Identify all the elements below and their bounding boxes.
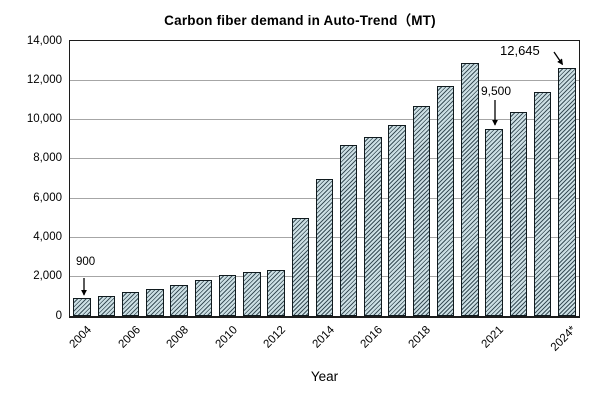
bar-2016: [364, 137, 382, 316]
bar-2018: [412, 105, 431, 316]
annotation-label-2004: 900: [76, 256, 96, 268]
x-tick-label-2004: 2004: [67, 324, 95, 351]
bar-2005: [97, 296, 116, 316]
gridline-12000: [70, 79, 579, 81]
x-tick-label-2024: 2024*: [549, 324, 579, 354]
y-tick-label-4000: 4,000: [33, 231, 62, 244]
bar-2020: [461, 62, 479, 316]
bar-2023: [533, 92, 552, 316]
bar-2014: [315, 178, 334, 316]
x-tick-label-2014: 2014: [310, 324, 337, 351]
y-tick-label-2000: 2,000: [33, 270, 62, 283]
bar-2024*: [558, 67, 576, 316]
x-tick-label-2021: 2021: [479, 324, 507, 351]
bar-2006: [121, 292, 140, 316]
gridline-10000: [70, 119, 579, 121]
bar-2008: [170, 284, 188, 316]
x-tick-label-2006: 2006: [116, 324, 143, 351]
bar-2009: [194, 279, 213, 316]
x-axis-title: Year: [310, 369, 339, 384]
x-tick-label-2008: 2008: [164, 324, 192, 351]
annotation-label-2021: 9,500: [481, 84, 512, 98]
chart-title: Carbon fiber demand in Auto-Trend（MT): [164, 13, 436, 28]
bar-2019: [436, 86, 455, 316]
x-tick-label-2018: 2018: [406, 324, 434, 351]
bar-2007: [146, 288, 164, 316]
plot-area: [69, 40, 580, 318]
x-tick-label-2016: 2016: [358, 324, 386, 351]
y-tick-label-10000: 10,000: [26, 113, 62, 126]
bar-2021: [485, 129, 503, 316]
annotation-label-2024: 12,645: [500, 43, 540, 58]
y-tick-label-14000: 14,000: [26, 34, 62, 47]
bar-2004: [73, 298, 91, 316]
y-tick-label-12000: 12,000: [26, 73, 62, 86]
bar-2011: [243, 271, 261, 316]
gridline-8000: [70, 158, 579, 160]
bar-2010: [218, 274, 237, 316]
x-tick-label-2010: 2010: [213, 324, 240, 351]
bar-2015: [339, 145, 358, 316]
y-tick-label-6000: 6,000: [33, 191, 62, 204]
y-tick-label-8000: 8,000: [33, 152, 62, 165]
bar-2013: [291, 217, 309, 316]
x-tick-label-2012: 2012: [261, 324, 289, 351]
y-tick-label-0: 0: [55, 309, 62, 322]
bar-2012: [267, 269, 285, 316]
bar-2022: [509, 111, 528, 316]
bar-2017: [388, 125, 406, 316]
